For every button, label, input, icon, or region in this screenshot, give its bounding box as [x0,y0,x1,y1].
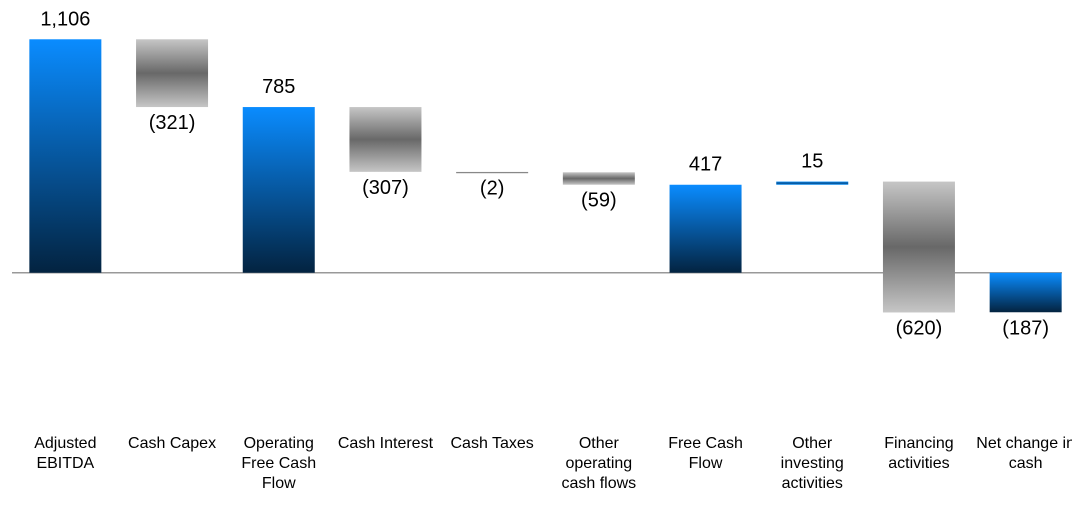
category-label: Net change in cash [976,435,1072,472]
value-label: (2) [480,177,504,199]
value-label: 15 [801,151,823,173]
bar [669,184,742,273]
category-label: Adjusted EBITDA [34,435,97,472]
value-label: (321) [149,112,196,134]
category-label: Other operating cash flows [561,435,637,492]
value-label: (307) [362,177,409,199]
category-label: Operating Free Cash Flow [241,435,317,492]
category-label: Cash Interest [337,435,434,452]
category-label: Cash Taxes [450,435,534,452]
value-label: (59) [581,190,617,212]
bar [456,171,529,174]
bar [29,39,102,273]
value-label: 1,106 [40,8,90,30]
category-label: Free Cash Flow [668,435,743,472]
category-label: Financing activities [884,435,954,472]
bar [989,272,1062,313]
category-label: Other investing activities [780,435,844,492]
bar [776,181,849,185]
value-label: (187) [1002,317,1049,339]
value-label: 785 [262,76,295,98]
bar [349,107,422,172]
bar [882,181,955,313]
value-label: (620) [896,317,943,339]
bar [242,107,315,273]
bar [136,39,209,108]
category-label: Cash Capex [128,435,217,452]
bar [562,172,635,185]
value-label: 417 [689,154,722,176]
